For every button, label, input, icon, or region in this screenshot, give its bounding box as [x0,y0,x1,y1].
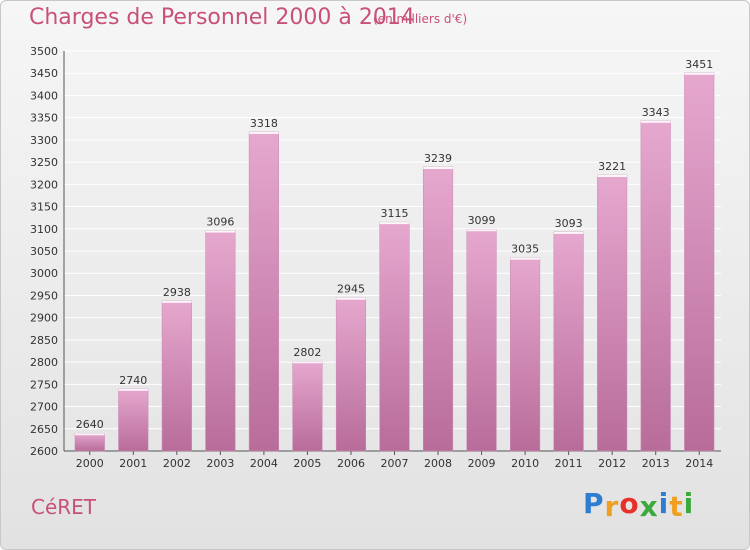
x-tick-label: 2013 [642,457,670,470]
data-label-2013: 3343 [642,106,670,119]
data-label-2011: 3093 [555,217,583,230]
chart-subtitle: (en milliers d'€) [373,12,468,26]
y-tick-label: 3250 [30,156,58,169]
data-label-2002: 2938 [163,286,191,299]
bar-cap-2012 [597,175,627,177]
y-tick-label: 2750 [30,378,58,391]
x-tick-label: 2006 [337,457,365,470]
y-tick-label: 3400 [30,89,58,102]
x-tick-label: 2001 [119,457,147,470]
y-tick-label: 3050 [30,245,58,258]
x-tick-label: 2000 [76,457,104,470]
bar-2007 [379,221,410,452]
y-tick-label: 2950 [30,289,58,302]
bar-cap-2010 [510,257,540,260]
data-label-2010: 3035 [511,243,539,256]
x-tick-label: 2003 [206,457,234,470]
x-tick-label: 2007 [381,457,409,470]
x-tick-label: 2005 [293,457,321,470]
y-tick-label: 3450 [30,67,58,80]
x-tick-label: 2009 [468,457,496,470]
x-tick-label: 2004 [250,457,278,470]
bar-cap-2013 [640,120,671,123]
bar-2008 [422,166,454,452]
data-label-2009: 3099 [468,214,496,227]
bar-cap-2009 [466,229,497,232]
bar-cap-2004 [249,131,279,134]
y-tick-label: 3100 [30,223,58,236]
bar-2011 [553,231,584,452]
data-label-2008: 3239 [424,152,452,165]
y-tick-label: 2600 [30,445,58,458]
bar-2003 [205,230,236,452]
y-tick-label: 3200 [30,178,58,191]
x-tick-label: 2011 [555,457,583,470]
x-tick-label: 2012 [598,457,626,470]
bar-2014 [684,72,715,452]
bar-2006 [335,297,367,452]
data-label-2000: 2640 [76,418,104,431]
data-label-2003: 3096 [206,216,234,229]
chart-title: Charges de Personnel 2000 à 2014 [29,5,415,30]
bar-cap-2008 [423,167,453,169]
commune-name: CéRET [31,495,97,519]
bar-2002 [161,300,192,452]
data-label-2005: 2802 [293,346,321,359]
bar-cap-2014 [684,72,715,75]
axes: 2600 2650 2700 2750 2800 2850 2900 2950 3000 3050… [30,45,721,470]
brand-letter: i [658,487,670,520]
x-tick-label: 2014 [685,457,713,470]
y-tick-label: 2850 [30,334,58,347]
brand-letter: x [639,490,659,523]
brand-letter: t [669,490,684,523]
brand-letter: r [604,490,620,523]
bar-cap-2007 [379,222,410,225]
bar-2005 [292,360,323,452]
y-tick-label: 3500 [30,45,58,58]
bar-2001 [118,388,149,452]
y-tick-label: 3150 [30,201,58,214]
bar-cap-2005 [292,361,323,364]
x-tick-label: 2002 [163,457,191,470]
bar-cap-2002 [162,300,192,303]
y-tick-label: 2800 [30,356,58,369]
x-tick-label: 2010 [511,457,539,470]
bar-2000 [74,432,105,452]
bar-2012 [597,174,628,452]
data-label-2007: 3115 [381,207,409,220]
y-tick-label: 2650 [30,423,58,436]
bar-cap-2006 [336,297,366,300]
y-tick-label: 2700 [30,401,58,414]
y-tick-label: 3000 [30,267,58,280]
bar-cap-2001 [118,388,149,391]
data-label-2004: 3318 [250,117,278,130]
x-tick-label: 2008 [424,457,452,470]
bars [74,72,715,452]
bar-2009 [466,228,497,452]
y-tick-label: 2900 [30,312,58,325]
bar-cap-2003 [205,230,236,233]
bar-2004 [248,131,279,452]
bar-2010 [510,257,541,452]
data-label-2006: 2945 [337,283,365,296]
brand-letter: P [583,487,605,520]
brand-letter: i [683,487,695,520]
data-labels: 2640 2740 2938 3096 3318 2802 2945 3115 3239 3099… [76,58,713,431]
y-tick-label: 3350 [30,112,58,125]
data-label-2014: 3451 [685,58,713,71]
y-tick-label: 3300 [30,134,58,147]
data-label-2012: 3221 [598,160,626,173]
data-label-2001: 2740 [119,374,147,387]
bar-cap-2011 [553,231,584,234]
brand-letter: o [619,487,640,520]
bar-cap-2000 [74,433,105,436]
bar-2013 [640,120,671,452]
proxiti-logo[interactable]: Proxiti [583,487,695,523]
